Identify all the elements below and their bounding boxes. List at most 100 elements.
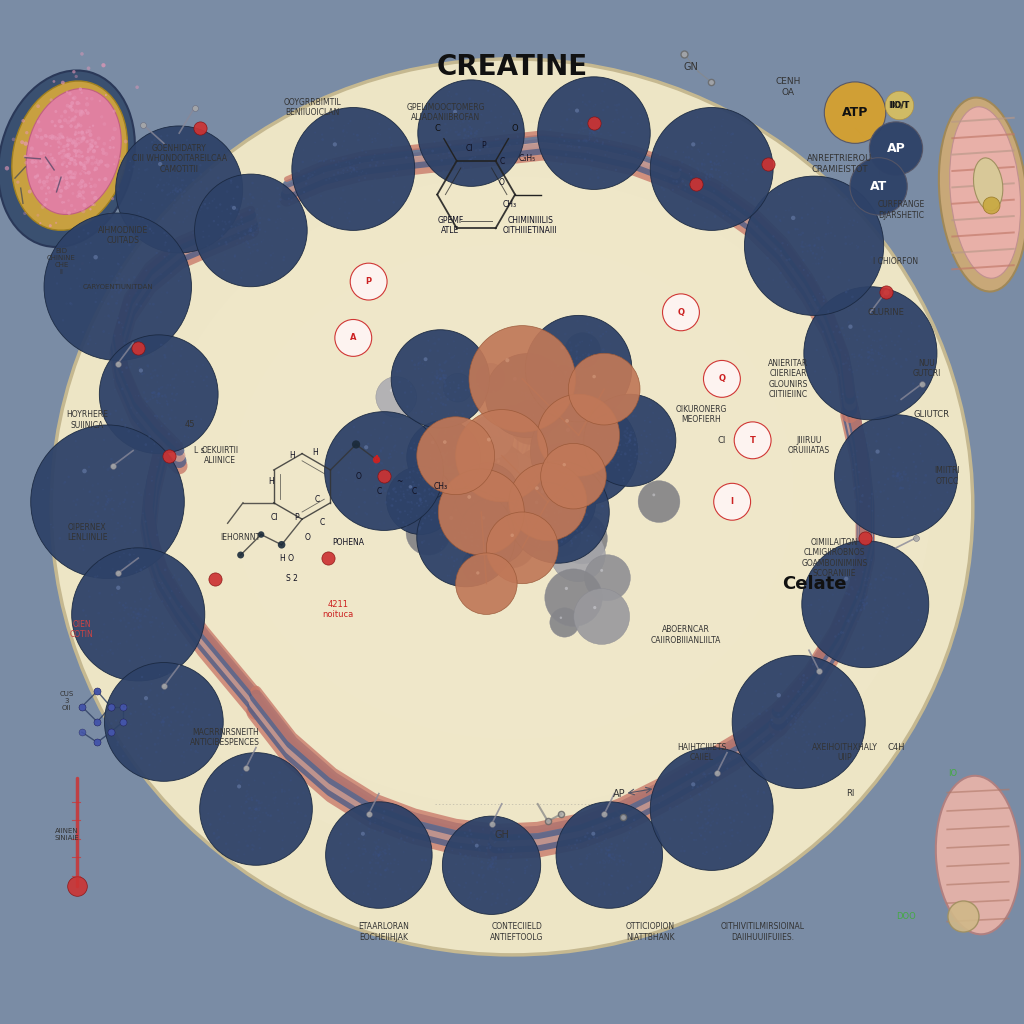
Point: [167, 393, 183, 410]
Point: [398, 829, 415, 846]
Point: [476, 486, 493, 503]
Point: [589, 855, 605, 871]
Point: [28, 127, 44, 143]
Point: [590, 450, 606, 466]
Point: [740, 162, 757, 178]
Point: [181, 709, 198, 725]
Point: [599, 454, 615, 470]
Point: [535, 521, 551, 538]
Point: [858, 425, 874, 441]
Point: [876, 550, 892, 566]
Point: [857, 596, 873, 612]
Point: [279, 796, 295, 812]
Point: [699, 146, 716, 163]
Point: [30, 167, 46, 183]
Point: [605, 851, 622, 867]
Point: [538, 497, 554, 513]
Point: [457, 529, 473, 546]
Point: [483, 486, 500, 503]
Ellipse shape: [936, 776, 1020, 934]
Point: [535, 508, 551, 524]
Point: [616, 424, 633, 440]
Point: [869, 333, 886, 349]
Point: [165, 182, 181, 199]
Point: [222, 213, 239, 229]
Point: [376, 463, 392, 479]
Point: [564, 861, 581, 878]
Point: [398, 150, 415, 166]
Point: [351, 840, 368, 856]
Point: [591, 507, 607, 523]
Point: [349, 127, 366, 143]
Point: [603, 414, 620, 430]
Point: [816, 290, 833, 306]
Point: [466, 537, 482, 553]
Point: [88, 152, 104, 168]
Point: [165, 371, 181, 387]
Point: [591, 839, 607, 855]
Point: [871, 615, 888, 632]
Point: [69, 878, 85, 894]
Point: [687, 164, 703, 180]
Point: [454, 164, 470, 180]
Point: [460, 397, 476, 414]
Point: [703, 157, 720, 173]
Point: [599, 98, 615, 115]
Point: [556, 474, 572, 490]
Point: [430, 370, 446, 386]
Point: [109, 520, 125, 537]
Point: [887, 460, 903, 476]
Point: [826, 691, 843, 708]
Point: [478, 487, 495, 504]
Ellipse shape: [92, 122, 932, 861]
Point: [476, 487, 493, 504]
Point: [557, 364, 573, 380]
Circle shape: [550, 607, 580, 637]
Point: [161, 666, 177, 682]
Point: [483, 489, 500, 506]
Point: [124, 541, 140, 557]
Point: [445, 492, 462, 508]
Point: [907, 459, 924, 475]
Circle shape: [638, 480, 680, 522]
Point: [258, 255, 274, 271]
Point: [481, 467, 498, 483]
Point: [839, 745, 855, 762]
Point: [695, 765, 712, 781]
Point: [168, 428, 184, 444]
Point: [62, 281, 79, 297]
Point: [464, 528, 480, 545]
Point: [702, 167, 719, 183]
Point: [474, 507, 490, 523]
Point: [737, 147, 754, 164]
Point: [889, 468, 905, 484]
Point: [487, 523, 504, 540]
Point: [436, 425, 453, 441]
Point: [517, 865, 534, 882]
Point: [251, 795, 267, 811]
Point: [368, 158, 384, 174]
Point: [571, 395, 588, 412]
Point: [862, 352, 879, 369]
Point: [487, 537, 504, 553]
Point: [545, 371, 561, 387]
Point: [142, 221, 159, 238]
Point: [582, 337, 598, 353]
Point: [113, 282, 129, 298]
Point: [370, 495, 386, 511]
Point: [108, 279, 124, 295]
Point: [90, 496, 106, 512]
Point: [624, 141, 640, 158]
Point: [473, 486, 489, 503]
Point: [520, 530, 537, 547]
Point: [303, 168, 319, 184]
Point: [572, 445, 589, 462]
Point: [385, 460, 401, 476]
Point: [826, 227, 843, 244]
Text: H: H: [289, 452, 295, 460]
Point: [371, 193, 387, 209]
Text: Cl: Cl: [270, 513, 279, 521]
Point: [534, 502, 550, 518]
Point: [444, 457, 461, 473]
Point: [435, 112, 452, 128]
